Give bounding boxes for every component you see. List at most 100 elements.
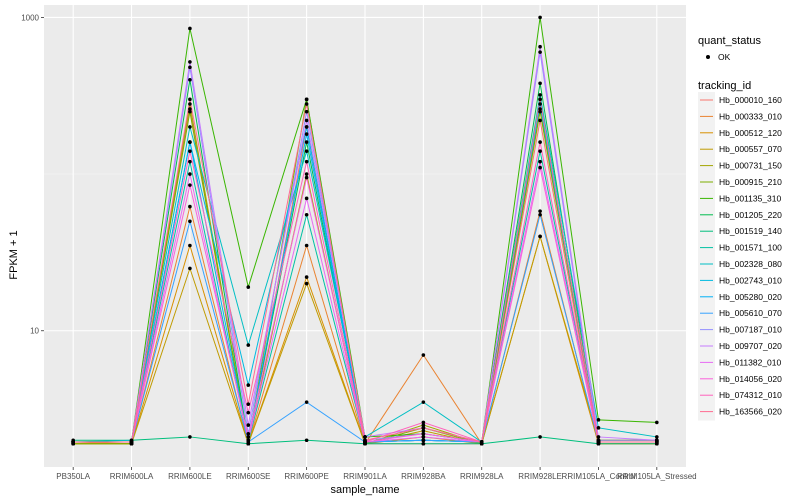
legend-title-quant-status: quant_status	[698, 35, 761, 47]
x-tick-label: RRIM928BA	[401, 472, 446, 481]
data-point	[188, 435, 192, 439]
data-point	[421, 400, 426, 404]
data-point	[538, 212, 542, 217]
data-point	[304, 281, 309, 286]
legend-label-series: Hb_000557_070	[719, 144, 782, 154]
x-tick-label: RRIM600PE	[284, 472, 328, 481]
data-point	[421, 428, 426, 433]
legend-label-series: Hb_000010_160	[719, 95, 782, 105]
y-tick-label: 1000	[21, 13, 39, 22]
data-point	[246, 438, 251, 443]
data-point	[421, 431, 426, 436]
data-point	[655, 440, 659, 444]
legend-label-series: Hb_001135_310	[719, 193, 782, 203]
data-point	[246, 343, 251, 347]
data-point	[71, 440, 75, 444]
x-tick-label: RRIM901LA	[343, 472, 387, 481]
legend-label-series: Hb_001571_100	[719, 243, 782, 253]
data-point	[246, 383, 251, 387]
data-point	[188, 243, 192, 248]
x-tick-label: RRIM105LA_Stressed	[617, 472, 697, 481]
data-point	[188, 102, 192, 106]
data-point	[188, 204, 192, 209]
data-point	[188, 60, 192, 64]
data-point	[538, 165, 542, 170]
data-point	[188, 97, 192, 102]
data-point	[538, 97, 542, 102]
data-point	[421, 435, 426, 439]
data-point	[246, 431, 251, 436]
legend-label-series: Hb_163566_020	[719, 407, 782, 417]
x-tick-label: RRIM600LE	[168, 472, 212, 481]
data-point	[304, 243, 309, 248]
data-points	[71, 15, 659, 446]
data-point	[304, 109, 309, 114]
data-point	[304, 97, 309, 102]
data-point	[304, 438, 309, 443]
data-point	[363, 438, 367, 443]
data-point	[655, 435, 659, 439]
data-point	[304, 140, 309, 144]
data-point	[188, 125, 192, 129]
data-point	[304, 132, 309, 136]
data-point	[479, 440, 484, 444]
data-point	[421, 438, 426, 443]
data-point	[188, 107, 192, 111]
data-point	[655, 420, 659, 425]
data-point	[596, 435, 601, 439]
data-point	[538, 81, 542, 86]
x-tick-label: PB350LA	[56, 472, 90, 481]
data-point	[129, 440, 134, 444]
data-point	[538, 50, 542, 54]
data-point	[363, 435, 367, 439]
legend-label-series: Hb_000333_010	[719, 111, 782, 121]
legend-label-series: Hb_005610_070	[719, 308, 782, 318]
legend-label-series: Hb_001205_220	[719, 210, 782, 220]
data-point	[304, 125, 309, 129]
data-point	[246, 423, 251, 427]
data-point	[538, 44, 542, 49]
legend-title-tracking-id: tracking_id	[698, 80, 751, 92]
legend-label-series: Hb_000731_150	[719, 161, 782, 171]
data-point	[246, 285, 251, 289]
legend-label-series: Hb_009707_020	[719, 341, 782, 351]
legend-label-series: Hb_002743_010	[719, 275, 782, 285]
data-point	[304, 275, 309, 279]
data-point	[538, 140, 542, 144]
data-point	[596, 440, 601, 444]
data-point	[538, 15, 542, 20]
data-point	[188, 172, 192, 176]
legend-label-series: Hb_074312_010	[719, 390, 782, 400]
legend-key-ok-point	[706, 55, 710, 59]
data-point	[538, 93, 542, 97]
y-axis-title: FPKM + 1	[8, 230, 20, 279]
data-point	[538, 234, 542, 239]
legend-label-series: Hb_000512_120	[719, 128, 782, 138]
data-point	[421, 420, 426, 425]
x-tick-label: RRIM928LA	[460, 472, 504, 481]
data-point	[538, 118, 542, 123]
data-point	[304, 400, 309, 404]
x-tick-label: RRIM928LE	[518, 472, 562, 481]
data-point	[188, 183, 192, 187]
data-point	[304, 118, 309, 123]
data-point	[188, 266, 192, 271]
data-point	[538, 102, 542, 106]
x-axis-title: sample_name	[330, 484, 399, 496]
legend-label-series: Hb_007187_010	[719, 325, 782, 335]
y-tick-label: 10	[30, 327, 39, 336]
legend-label-series: Hb_014056_020	[719, 374, 782, 384]
data-point	[246, 410, 251, 415]
data-point	[538, 109, 542, 114]
x-tick-label: RRIM600LA	[110, 472, 154, 481]
y-axis: 10 1000	[21, 13, 44, 336]
data-point	[304, 172, 309, 176]
data-point	[188, 26, 192, 31]
data-point	[421, 353, 426, 357]
data-point	[538, 209, 542, 213]
data-point	[304, 175, 309, 180]
data-point	[421, 441, 426, 446]
data-point	[304, 159, 309, 164]
data-point	[538, 149, 542, 153]
data-point	[538, 159, 542, 164]
